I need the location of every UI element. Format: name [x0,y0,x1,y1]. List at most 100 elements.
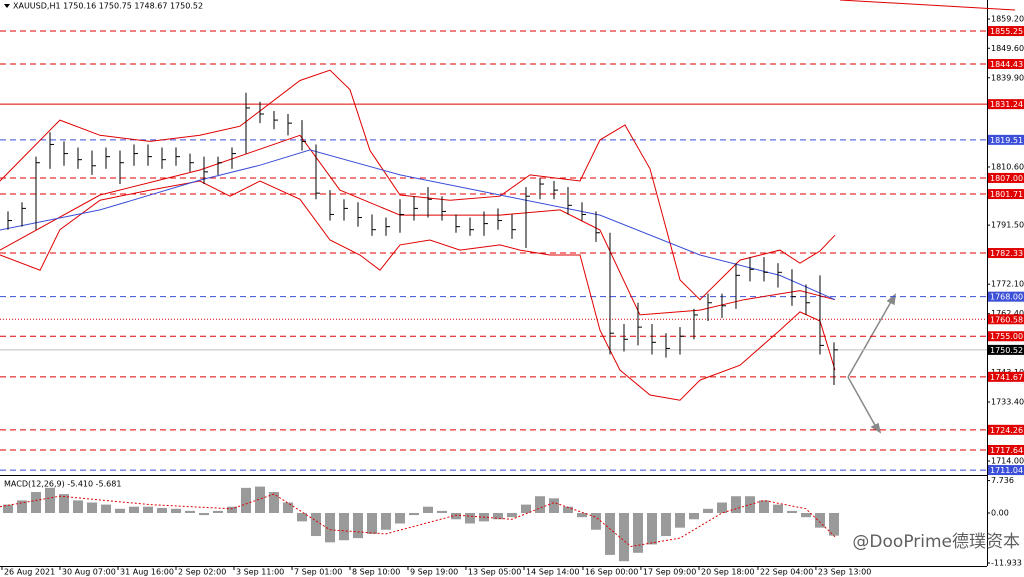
level-label: 1831.24 [990,100,1023,109]
level-label-bg [988,58,1024,69]
y-tick-label: 1810.60 [991,162,1024,171]
x-tick-label: 7 Sep 01:00 [294,568,342,577]
level-label-bg [988,424,1024,435]
y-tick-label: 1839.90 [991,73,1024,82]
histogram-bar [450,512,461,520]
histogram-bar [800,512,811,518]
y-tick-label: 1714.00 [991,457,1024,466]
y-tick-label: 0.00 [991,508,1009,517]
x-tick-label: 17 Sep 09:00 [643,568,696,577]
level-label-bg [988,465,1024,476]
histogram-bar [44,487,55,513]
histogram-bar [268,492,279,513]
histogram-bar [604,512,615,555]
watermark: @DooPrime德璞资本 [852,532,1020,552]
histogram-bar [380,512,391,530]
level-label: 1760.58 [990,315,1023,324]
level-label-bg [988,371,1024,382]
histogram-bar [72,500,83,513]
indicator-line [0,69,836,301]
level-label: 1755.00 [990,332,1023,341]
histogram-bar [142,506,153,513]
indicator-line [0,134,836,316]
histogram-bar [464,512,475,524]
histogram-bar [394,512,405,524]
y-tick-label: 1791.50 [991,221,1024,230]
menu-triangle[interactable] [4,4,10,8]
histogram-bar [170,508,181,513]
x-tick-label: 23 Sep 13:00 [818,568,871,577]
histogram-bar [660,512,671,537]
indicator-line [0,180,836,401]
y-tick-label: 1733.40 [991,398,1024,407]
histogram-bar [786,510,797,513]
histogram-bar [310,512,321,537]
signal-line [0,493,836,548]
histogram-bar [674,512,685,528]
histogram-bar [506,512,517,518]
histogram-bar [16,500,27,513]
histogram-bar [198,512,209,516]
histogram-bar [30,492,41,513]
arrows [847,293,896,434]
histogram-bar [688,512,699,520]
frame [0,0,1016,567]
level-label-bg [988,189,1024,200]
histogram-bar [212,510,223,513]
level-label: 1801.71 [990,190,1023,199]
level-label: 1844.43 [990,60,1023,69]
histogram-bar [422,506,433,513]
level-label-bg [988,291,1024,302]
histogram-bar [114,508,125,513]
y-tick-label: 1849.60 [991,44,1024,53]
histogram-bar [2,504,13,513]
histogram-bar [352,512,363,539]
histogram-bar [646,512,657,545]
y-tick-label: 7.736 [991,476,1014,485]
histogram-bar [254,486,265,513]
histogram-bar [58,494,69,513]
histogram-bar [632,512,643,553]
histogram-bar [576,512,587,518]
level-label: 1724.26 [990,426,1023,435]
x-tick-label: 9 Sep 19:00 [410,568,458,577]
histogram-bar [408,512,419,516]
level-label-bg [988,99,1024,110]
histogram-bar [240,487,251,513]
level-label: 1768.00 [990,293,1023,302]
x-tick-label: 22 Sep 04:00 [760,568,813,577]
histogram-bar [128,506,139,513]
level-label: 1741.67 [990,373,1023,382]
histogram-bar [534,496,545,513]
histogram-bar [324,512,335,543]
histogram-bar [226,506,237,513]
y-tick-label: 1859.20 [991,15,1024,24]
histogram-bar [730,496,741,513]
histogram-bar [282,502,293,513]
level-label: 1717.64 [990,446,1023,455]
level-label-bg [988,26,1024,37]
level-label-bg [988,331,1024,342]
level-label-bg [988,344,1024,355]
histogram-bar [702,508,713,513]
chart-title: XAUUSD,H1 1750.16 1750.75 1748.67 1750.5… [13,2,203,11]
histogram-bar [184,510,195,513]
arrowhead [886,293,896,306]
y-tick-label: 1772.10 [991,280,1024,289]
histogram-bar [156,507,167,513]
macd-title: MACD(12,26,9) -5.410 -5.681 [4,480,121,489]
histogram-bar [716,502,727,513]
level-label: 1782.33 [990,249,1023,258]
histogram-bar [366,512,377,534]
histogram-bar [436,510,447,513]
histogram-bar [520,504,531,513]
x-tick-label: 2 Sep 02:00 [178,568,226,577]
arrow-up [847,299,893,378]
x-tick-label: 13 Sep 05:00 [468,568,521,577]
histogram-bar [338,512,349,541]
level-label-bg [988,314,1024,325]
x-tick-label: 20 Sep 18:00 [701,568,754,577]
histogram-bar [548,498,559,513]
level-label: 1750.52 [990,346,1023,355]
